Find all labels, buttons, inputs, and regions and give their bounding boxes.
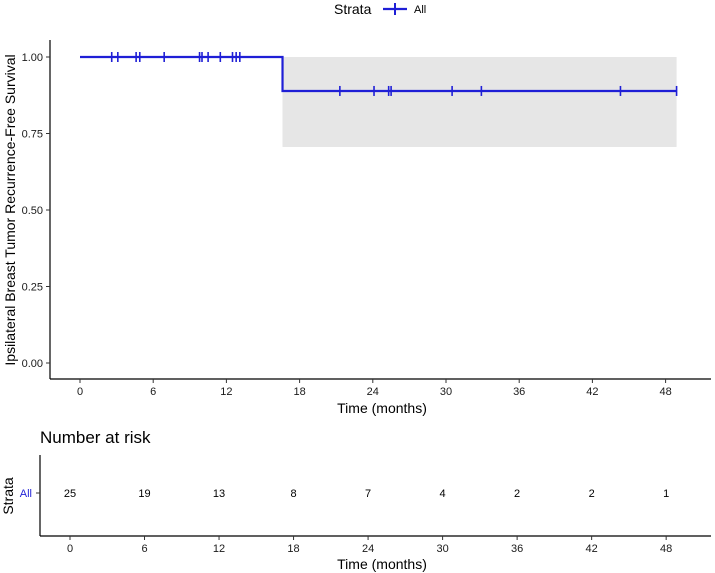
risk-x-tick-label: 24	[362, 543, 374, 555]
y-tick-label: 0.50	[22, 205, 43, 217]
risk-count: 1	[663, 488, 669, 500]
confidence-band-layer	[282, 57, 677, 147]
legend: Strata All	[334, 1, 426, 17]
risk-count: 2	[514, 488, 520, 500]
confidence-band	[282, 57, 677, 147]
risk-x-tick-label: 36	[511, 543, 523, 555]
risk-x-tick-label: 6	[141, 543, 147, 555]
legend-title: Strata	[334, 1, 372, 17]
risk-count: 19	[138, 488, 150, 500]
risk-table-title: Number at risk	[40, 428, 151, 447]
survival-series-layer	[80, 52, 678, 96]
risk-count: 2	[589, 488, 595, 500]
y-tick-label: 0.00	[22, 358, 43, 370]
y-axis-title: Ipsilateral Breast Tumor Recurrence-Free…	[2, 54, 18, 365]
risk-count: 8	[290, 488, 296, 500]
risk-x-tick-label: 12	[213, 543, 225, 555]
x-tick-label: 30	[440, 386, 452, 398]
risk-axes: 0 6 12 18 24 30 36 42 48	[36, 455, 711, 555]
risk-count: 13	[213, 488, 225, 500]
risk-count: 4	[440, 488, 446, 500]
y-tick-label: 0.25	[22, 282, 43, 294]
y-tick-label: 1.00	[22, 52, 43, 64]
risk-x-axis-title: Time (months)	[337, 556, 427, 572]
survival-step-line	[80, 55, 677, 93]
x-tick-label: 48	[659, 386, 671, 398]
y-tick-label: 0.75	[22, 129, 43, 141]
risk-values-layer: 25 19 13 8 7 4 2 2 1	[64, 488, 669, 500]
risk-x-tick-label: 48	[660, 543, 672, 555]
risk-count: 25	[64, 488, 76, 500]
main-axes: 0.00 0.25 0.50 0.75 1.00 0 6 12 18 24 30 36 42 48	[22, 40, 711, 398]
risk-count: 7	[365, 488, 371, 500]
risk-x-tick-label: 42	[586, 543, 598, 555]
risk-x-tick-label: 0	[67, 543, 73, 555]
risk-row-label: All	[20, 488, 32, 500]
risk-x-tick-label: 30	[436, 543, 448, 555]
x-tick-label: 6	[150, 386, 156, 398]
risk-y-axis-title: Strata	[0, 477, 16, 515]
x-tick-label: 36	[513, 386, 525, 398]
x-tick-label: 42	[586, 386, 598, 398]
legend-entry-label: All	[414, 4, 426, 16]
risk-x-tick-label: 18	[287, 543, 299, 555]
x-tick-label: 24	[367, 386, 379, 398]
x-tick-label: 12	[220, 386, 232, 398]
x-tick-label: 0	[77, 386, 83, 398]
x-tick-label: 18	[293, 386, 305, 398]
x-axis-title: Time (months)	[337, 400, 427, 416]
